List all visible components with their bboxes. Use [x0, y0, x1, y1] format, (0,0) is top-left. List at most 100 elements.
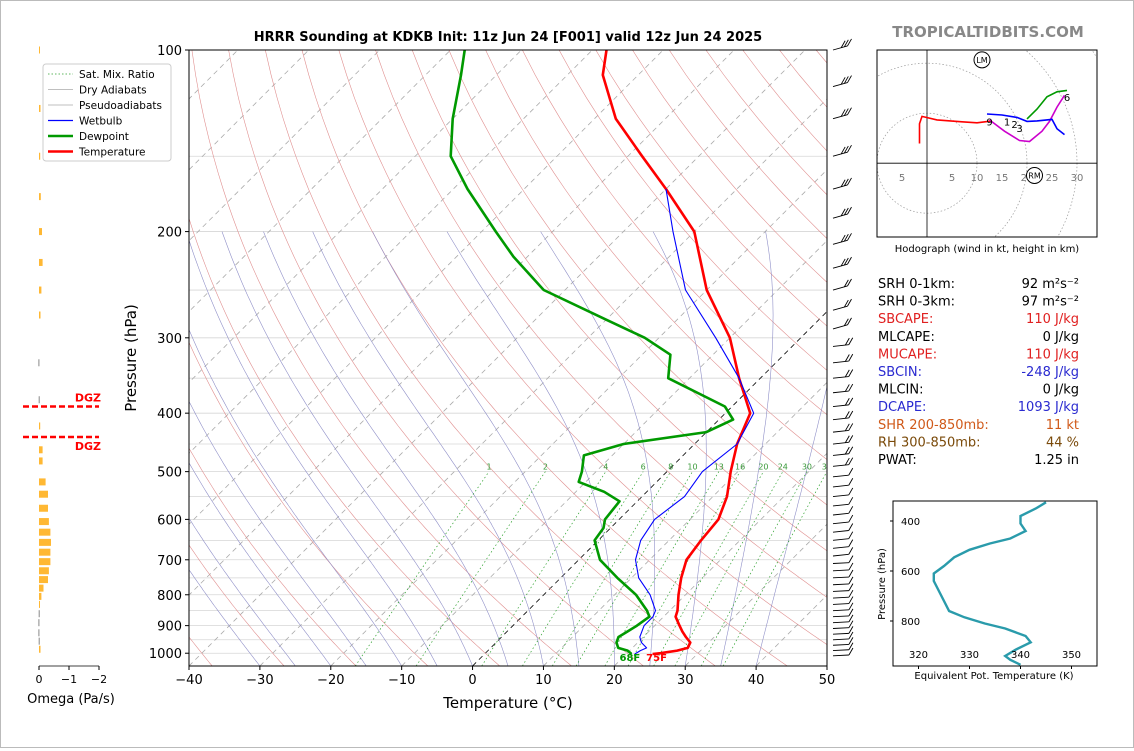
omega-xlabel: Omega (Pa/s) [27, 692, 115, 707]
omega-bar [38, 396, 40, 404]
omega-bar [39, 228, 42, 236]
legend-label: Sat. Mix. Ratio [79, 69, 155, 81]
pressure-tick-label: 1000 [149, 647, 182, 662]
theta-e-tick-label: 800 [901, 617, 920, 628]
hodograph-tick-label: 5 [899, 173, 905, 184]
dgz-label: DGZ [75, 440, 101, 453]
x-tick-label: −20 [317, 673, 344, 688]
hodograph-traces: 9 1 23 6 LM RM [918, 51, 1070, 184]
param-value: 97 m²s⁻² [1022, 295, 1079, 310]
hodograph-tick-label: 5 [949, 173, 955, 184]
param-value: 0 J/kg [1043, 330, 1079, 345]
wind-barb [832, 583, 854, 592]
omega-bar [39, 538, 51, 546]
wind-barb [832, 383, 854, 394]
wind-barb [832, 457, 854, 467]
wind-barb [832, 602, 854, 612]
omega-bar [39, 504, 48, 512]
wind-barb [832, 177, 852, 190]
wind-barb [832, 608, 854, 618]
chart-title: HRRR Sounding at KDKB Init: 11z Jun 24 [… [254, 30, 762, 45]
param-value: 110 J/kg [1026, 347, 1079, 362]
omega-bar [39, 286, 42, 294]
wind-barb [832, 446, 854, 456]
y-axis-label: Pressure (hPa) [122, 304, 140, 412]
theta-e-tick-label: 330 [960, 650, 979, 661]
mixing-ratio-label: 13 [714, 463, 724, 472]
wind-barb [832, 107, 852, 120]
omega-bar [39, 46, 40, 54]
theta-e-tick-label: 400 [901, 517, 920, 528]
legend-label: Temperature [78, 147, 146, 159]
hodograph-trace-0-1km [918, 115, 993, 144]
omega-bar [39, 193, 41, 201]
wind-barb [832, 614, 854, 624]
omega-bar [39, 576, 48, 584]
omega-bar [39, 584, 44, 592]
omega-bar [39, 422, 41, 430]
theta-e-tick-label: 350 [1062, 650, 1081, 661]
wind-barb [832, 531, 854, 541]
hodograph-height-label: 9 [986, 117, 992, 128]
x-tick-label: 0 [468, 673, 476, 688]
wind-barb [832, 539, 854, 549]
wind-barb [832, 523, 854, 533]
wind-barb [832, 298, 852, 311]
x-axis-label: Temperature (°C) [442, 694, 572, 712]
omega-bar [38, 629, 40, 637]
omega-bar [38, 610, 40, 618]
skewt-profiles [449, 50, 755, 656]
omega-bar [38, 619, 40, 627]
x-tick-label: −30 [246, 673, 273, 688]
omega-bar [39, 558, 51, 566]
param-label: SBCAPE: [878, 312, 933, 327]
param-value: 92 m²s⁻² [1022, 277, 1079, 292]
wind-barb [832, 562, 854, 572]
svg-text:LM: LM [976, 56, 987, 65]
omega-panel: DGZ DGZ 0 −1 −2 [23, 46, 107, 686]
omega-bar [38, 359, 40, 367]
omega-bar [39, 258, 43, 266]
omega-bar [39, 478, 46, 486]
pressure-tick-label: 300 [157, 332, 182, 347]
wind-barb [832, 206, 852, 219]
param-label: DCAPE: [878, 400, 926, 415]
hodograph-tick-label: 30 [1071, 173, 1084, 184]
param-label: SHR 200-850mb: [878, 418, 989, 433]
hodograph-tick-label: 10 [971, 173, 984, 184]
x-tick-label: 50 [819, 673, 836, 688]
theta-e-tick-label: 600 [901, 567, 920, 578]
omega-bar [39, 600, 40, 608]
hodograph-trace-1-3km [989, 94, 1066, 143]
profile-dewpoint [449, 50, 735, 655]
wind-barb [832, 487, 854, 498]
legend-label: Wetbulb [79, 116, 123, 128]
param-label: MUCAPE: [878, 347, 937, 362]
profile-temperature [601, 50, 752, 656]
storm-motion-marker: RM [1026, 166, 1043, 184]
omega-bar [39, 528, 51, 536]
param-label: RH 300-850mb: [878, 435, 981, 450]
pressure-tick-label: 100 [157, 44, 182, 59]
wind-barb [832, 637, 854, 646]
omega-bar [39, 645, 41, 653]
hodograph-tick-label: 25 [1046, 173, 1059, 184]
wind-barb [832, 596, 854, 605]
mixing-ratio-label: 2 [543, 463, 548, 472]
param-label: MLCIN: [878, 383, 923, 398]
param-value: 1093 J/kg [1018, 400, 1079, 415]
wind-barb [832, 514, 854, 525]
mixing-ratio-label: 36 [822, 463, 832, 472]
skewt-background-lines: 1 2 4 6 8 10 13 16 20 24 30 36 [189, 50, 832, 666]
param-label: SRH 0-3km: [878, 295, 955, 310]
theta-e-tick-label: 340 [1011, 650, 1030, 661]
pressure-tick-label: 900 [157, 620, 182, 635]
legend-label: Dewpoint [79, 131, 129, 143]
legend-label: Dry Adiabats [79, 85, 147, 97]
wind-barb [832, 144, 852, 157]
wind-barb [832, 569, 854, 579]
mixing-ratio-label: 4 [603, 463, 608, 472]
hodograph-height-label: 1 [1004, 117, 1010, 128]
param-value: 11 kt [1046, 418, 1079, 433]
wind-barb [832, 547, 854, 557]
